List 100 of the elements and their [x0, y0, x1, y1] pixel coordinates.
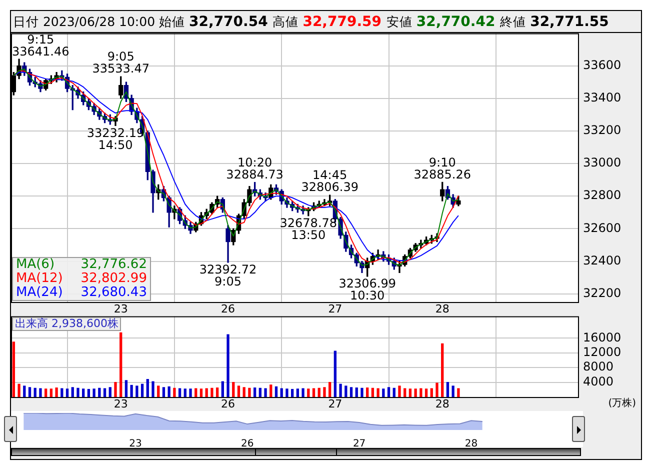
bar — [414, 388, 417, 397]
bar — [408, 388, 412, 397]
x-tick-label: 28 — [435, 302, 450, 316]
annotation: 9:05 33533.47 — [92, 50, 150, 76]
bar — [50, 388, 53, 397]
bar — [430, 388, 433, 397]
bar — [334, 350, 337, 397]
bar — [355, 387, 358, 397]
bar — [39, 388, 42, 397]
bar — [237, 386, 240, 397]
bar — [55, 387, 58, 397]
annotation: 9:10 32885.26 — [414, 155, 471, 182]
bar — [205, 388, 208, 397]
bar — [34, 388, 36, 397]
annotation: 32678.78 13:50 — [280, 216, 338, 242]
bar — [178, 388, 182, 397]
bar — [194, 388, 198, 397]
bar — [452, 386, 454, 397]
bar — [210, 388, 214, 397]
x-tick-label: 26 — [241, 438, 254, 450]
x-tick-label: 28 — [464, 438, 478, 450]
bar — [446, 382, 450, 397]
chart-title: 日付 2023/06/28 10:00 始値 32,770.54 高値 32,779.59 安値 32,770.42 終値 32,771.55 — [13, 14, 609, 30]
bar — [44, 388, 48, 397]
bar — [366, 387, 369, 397]
bar — [200, 388, 203, 397]
annotation: 32306.99 10:30 — [338, 276, 396, 303]
y-tick-label: 32200 — [583, 286, 622, 300]
chart-title: 出来高 2,938,600株 — [12, 317, 122, 331]
bar — [226, 334, 230, 397]
bar — [318, 388, 320, 397]
bar — [168, 386, 170, 397]
bar — [130, 384, 133, 397]
y-tick-label: 33200 — [583, 123, 622, 138]
bar — [387, 387, 390, 397]
annotation: 32,776.62 — [80, 257, 147, 272]
bar — [124, 380, 128, 397]
bar — [253, 387, 256, 397]
bar — [424, 388, 428, 397]
bar — [457, 388, 460, 397]
y-tick-label: 32800 — [583, 188, 622, 202]
y-tick-label: 33400 — [583, 90, 622, 104]
annotation: 32392.72 9:05 — [199, 262, 257, 289]
bar — [248, 388, 251, 397]
bar — [242, 387, 246, 397]
bar — [103, 388, 106, 397]
y-tick-label: 32600 — [583, 220, 622, 235]
x-tick-label: 27 — [352, 438, 366, 450]
annotation: 32,680.43 — [80, 285, 147, 300]
bar — [157, 386, 160, 397]
bar — [382, 388, 385, 397]
bar — [371, 388, 374, 397]
y-tick-label: 4000 — [583, 374, 614, 388]
bar — [286, 388, 288, 397]
bar — [404, 388, 406, 397]
bar — [173, 388, 176, 397]
bar — [339, 384, 342, 397]
bar — [290, 388, 294, 397]
x-tick-label: 26 — [221, 302, 236, 316]
bar — [264, 388, 267, 397]
bar — [274, 386, 278, 397]
annotation: 10:20 32884.73 — [226, 155, 284, 182]
y-axis-title: (万株) — [608, 398, 636, 410]
y-tick-label: 12000 — [583, 345, 622, 360]
bar — [436, 382, 438, 397]
bar — [376, 388, 380, 397]
bar — [258, 388, 262, 397]
bar — [71, 387, 74, 397]
bar — [216, 387, 219, 397]
x-tick-label: 27 — [328, 302, 342, 316]
x-tick-label: 23 — [114, 397, 128, 410]
bar — [12, 342, 16, 397]
bar — [360, 388, 364, 397]
bar — [328, 382, 332, 397]
bar — [270, 384, 272, 397]
bar — [23, 386, 26, 397]
y-tick-label: 8000 — [583, 360, 614, 374]
bar — [98, 388, 101, 397]
text: MA(6) — [16, 257, 55, 272]
bar — [323, 387, 326, 397]
bar — [162, 387, 166, 397]
x-tick-label: 27 — [328, 397, 342, 410]
text: MA(24) — [16, 285, 63, 300]
annotation: 32,802.99 — [80, 271, 147, 286]
bar — [76, 388, 80, 397]
y-tick-label: 33000 — [583, 156, 622, 170]
bar — [152, 381, 154, 397]
x-tick-label: 26 — [221, 397, 236, 410]
x-tick-label: 28 — [435, 397, 450, 410]
bar — [18, 384, 20, 397]
bar — [60, 388, 64, 397]
annotation: 14:45 32806.39 — [301, 168, 358, 194]
bar — [312, 388, 316, 397]
bar — [296, 388, 300, 397]
bar — [441, 343, 444, 397]
bar — [307, 388, 310, 397]
x-tick-label: 23 — [114, 302, 128, 316]
y-tick-label: 32400 — [583, 253, 622, 268]
y-tick-label: 16000 — [583, 330, 622, 344]
bar — [280, 388, 283, 397]
